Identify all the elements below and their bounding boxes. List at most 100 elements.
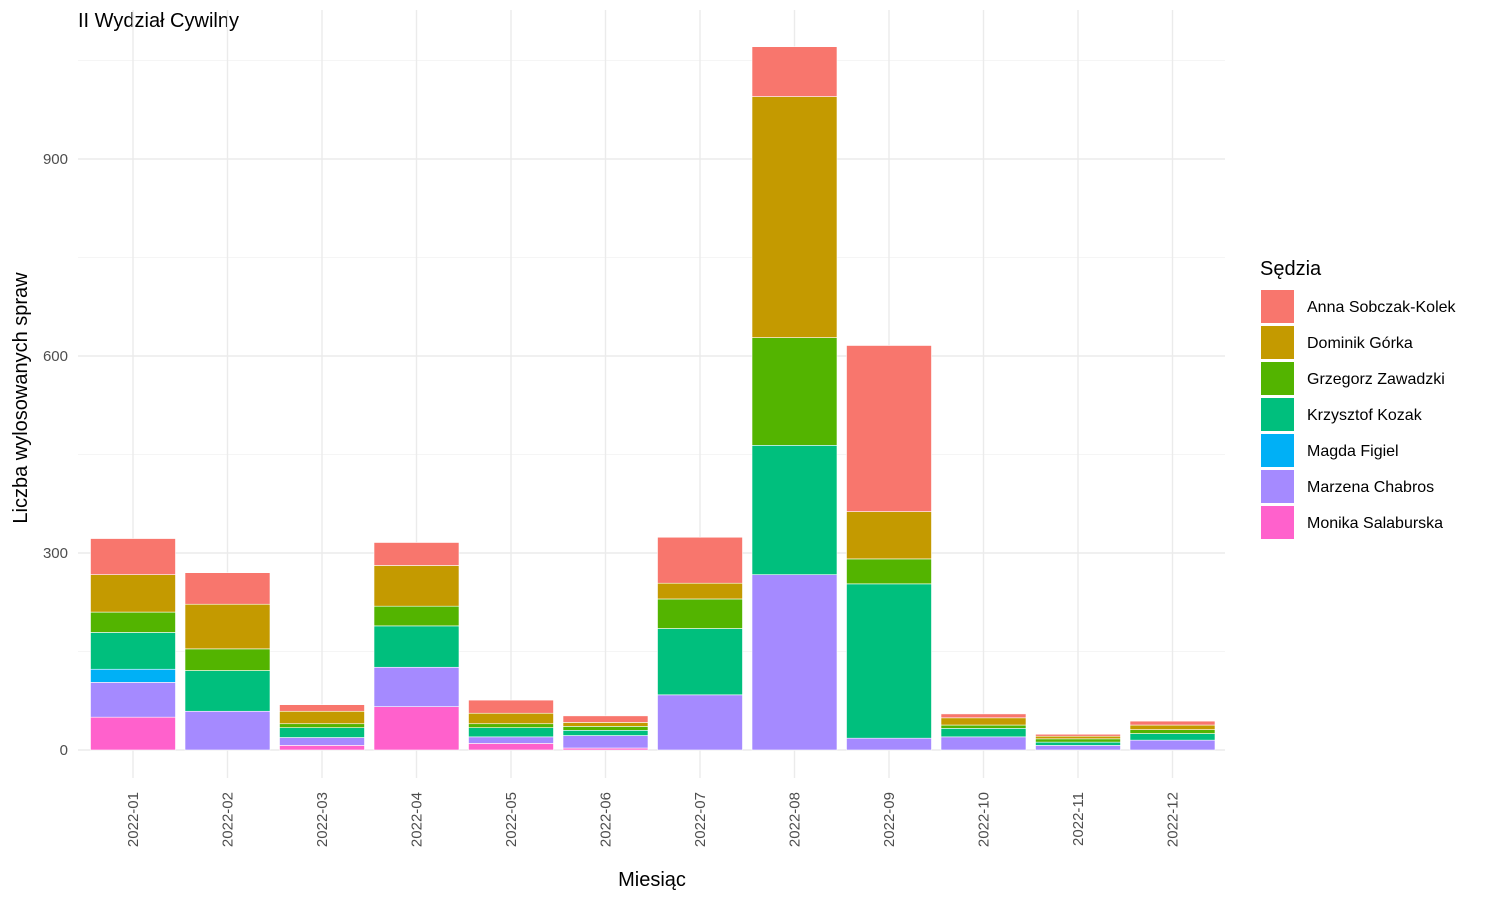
bar-segment [751, 337, 838, 446]
legend-label: Dominik Górka [1307, 335, 1413, 352]
bar-segment [90, 682, 176, 718]
legend-swatch [1261, 326, 1294, 359]
bar-segment [90, 538, 176, 575]
bar-segment [562, 715, 649, 723]
bar-segment [846, 511, 932, 560]
legend-items: Anna Sobczak-Kolek Dominik Górka Grzegorz … [1261, 290, 1457, 539]
y-tick-label: 600 [43, 348, 68, 365]
bar-segment [940, 713, 1027, 719]
bar-segment [751, 46, 838, 97]
bars [90, 46, 1216, 751]
bar-segment [1035, 738, 1121, 743]
bar-segment [751, 445, 838, 575]
x-tick-label: 2022-09 [881, 792, 898, 847]
bar-segment [1129, 724, 1216, 730]
bar-segment [751, 96, 838, 338]
legend-swatch [1261, 290, 1294, 323]
bar-segment [468, 699, 554, 714]
legend-label: Magda Figiel [1307, 443, 1399, 460]
y-axis-title: Liczba wylosowanych spraw [10, 272, 32, 524]
bar-segment [279, 727, 365, 738]
chart-title: II Wydział Cywilny [78, 10, 239, 32]
x-tick-label: 2022-01 [125, 792, 142, 847]
bar-segment [846, 345, 932, 512]
bar-segment [657, 598, 743, 629]
bar-segment [940, 717, 1027, 726]
bar-segment [1129, 720, 1216, 726]
x-tick-label: 2022-12 [1165, 792, 1182, 847]
bar-segment [279, 723, 365, 728]
bar-segment [90, 716, 176, 751]
legend-swatch [1261, 398, 1294, 431]
legend-label: Krzysztof Kozak [1307, 407, 1423, 424]
bar-segment [184, 648, 271, 671]
bar-segment [751, 574, 838, 751]
x-tick-label: 2022-04 [409, 792, 426, 847]
bar-segment [846, 558, 932, 585]
bar-segment [657, 536, 743, 584]
legend-swatch [1261, 434, 1294, 467]
legend-label: Anna Sobczak-Kolek [1307, 299, 1457, 316]
x-axis-ticks: 2022-01 2022-02 2022-03 2022-04 2022-05 2022-… [125, 792, 1182, 847]
bar-segment [373, 625, 460, 668]
bar-segment [90, 574, 176, 613]
bar-segment [1035, 735, 1121, 740]
bar-segment [90, 632, 176, 670]
y-tick-label: 0 [60, 742, 68, 759]
bar-segment [279, 737, 365, 746]
bar-segment [940, 728, 1027, 738]
bar-segment [562, 729, 649, 736]
bar-segment [468, 723, 554, 728]
y-tick-label: 300 [43, 545, 68, 562]
bar-segment [1129, 739, 1216, 751]
bar-segment [279, 704, 365, 712]
bar-segment [562, 722, 649, 727]
legend-swatch [1261, 362, 1294, 395]
bar-segment [373, 706, 460, 751]
bar-segment [846, 737, 932, 751]
bar-segment [940, 724, 1027, 729]
bar-segment [468, 743, 554, 751]
x-tick-label: 2022-02 [220, 792, 237, 847]
bar-segment [373, 666, 460, 707]
bar-segment [279, 745, 365, 751]
bar-segment [657, 582, 743, 600]
bar-segment [184, 603, 271, 650]
legend: Sędzia Anna Sobczak-Kolek Dominik Górka Gr… [1260, 258, 1457, 539]
x-tick-label: 2022-05 [503, 792, 520, 847]
legend-swatch [1261, 506, 1294, 539]
bar-segment [373, 605, 460, 627]
bar-segment [373, 565, 460, 607]
legend-label: Marzena Chabros [1307, 479, 1434, 496]
legend-label: Monika Salaburska [1307, 515, 1443, 532]
legend-swatch [1261, 470, 1294, 503]
bar-segment [468, 736, 554, 744]
bar-segment [562, 735, 649, 749]
bar-segment [940, 736, 1027, 751]
bar-segment [184, 710, 271, 751]
bar-segment [184, 572, 271, 605]
bar-segment [846, 583, 932, 739]
x-tick-label: 2022-08 [787, 792, 804, 847]
grid [78, 10, 1225, 778]
bar-segment [657, 628, 743, 696]
bar-segment [468, 727, 554, 738]
bar-segment [279, 710, 365, 725]
y-tick-label: 900 [43, 151, 68, 168]
x-tick-label: 2022-06 [598, 792, 615, 847]
x-tick-label: 2022-03 [314, 792, 331, 847]
bar-segment [657, 694, 743, 751]
bar-segment [1035, 733, 1121, 737]
bar-segment [184, 670, 271, 712]
bar-segment [562, 726, 649, 731]
y-axis-ticks: 0 300 600 900 [43, 151, 68, 759]
legend-label: Grzegorz Zawadzki [1307, 371, 1445, 388]
x-tick-label: 2022-07 [692, 792, 709, 847]
x-tick-label: 2022-10 [976, 792, 993, 847]
bar-segment [90, 611, 176, 633]
bar-segment [1035, 745, 1121, 751]
bar-segment [1129, 729, 1216, 734]
bar-segment [90, 668, 176, 683]
bar-segment [1129, 733, 1216, 741]
